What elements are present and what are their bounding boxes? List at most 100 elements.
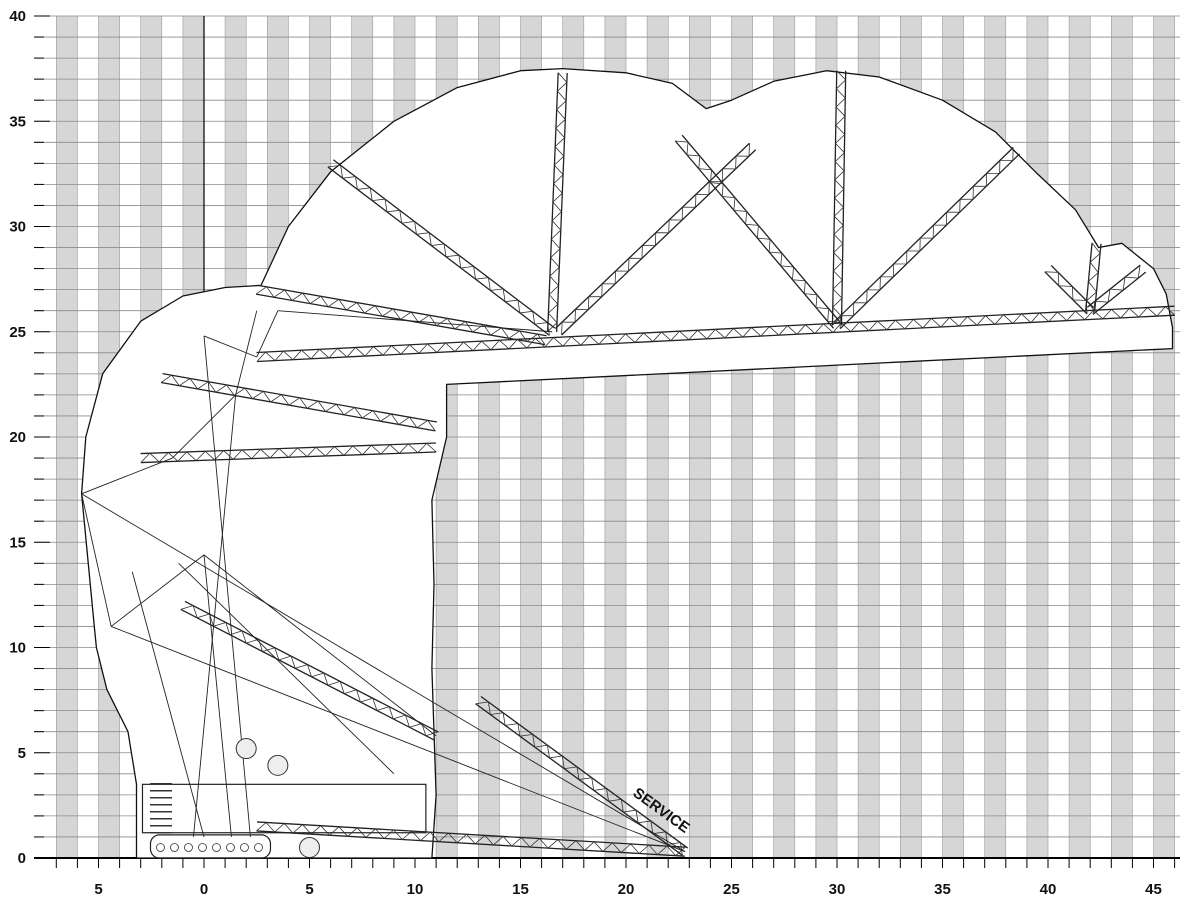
track-roller <box>156 843 165 852</box>
boom-chord <box>327 166 550 336</box>
crawler-track <box>149 834 272 859</box>
boom-chord <box>561 149 757 336</box>
x-tick-label: 25 <box>723 881 740 898</box>
boom-section <box>547 72 568 332</box>
boom-chord <box>839 153 1020 330</box>
y-tick-label: 5 <box>18 745 26 762</box>
boom-lacing <box>327 164 550 336</box>
boom-chord <box>256 314 1175 363</box>
x-tick-label: 5 <box>94 881 102 898</box>
guy-ropes <box>81 310 686 853</box>
superstructure <box>141 783 427 834</box>
boom-chord <box>184 600 439 733</box>
track-roller <box>226 843 235 852</box>
boom-section <box>674 134 841 329</box>
boom-lacing <box>561 143 750 336</box>
boom-lacing <box>1086 242 1101 312</box>
boom-lacing <box>675 140 841 323</box>
boom-chord <box>1085 242 1093 311</box>
x-tick-label: 30 <box>829 881 846 898</box>
guy-rope <box>203 554 232 837</box>
x-tick-label: 10 <box>407 881 424 898</box>
tick-labels: 5 0 5 10 15 20 25 30 35 40 45 0 5 10 15 20 25 30 35 40 <box>9 8 1162 898</box>
range-envelope-outline <box>80 67 1174 859</box>
x-tick-label: 5 <box>305 881 313 898</box>
boom-chord <box>1044 271 1088 315</box>
boom-lacing <box>256 821 686 857</box>
x-tick-label: 45 <box>1145 881 1162 898</box>
boom-lacing <box>256 306 1176 362</box>
guy-rope <box>203 335 257 358</box>
guy-rope <box>110 626 686 853</box>
guy-rope <box>193 394 237 837</box>
boom-lacing <box>255 286 546 345</box>
x-tick-label: 15 <box>512 881 529 898</box>
y-tick-label: 25 <box>9 324 26 341</box>
boom-chord <box>1092 271 1147 315</box>
boom-chord <box>140 442 436 455</box>
x-tick-label: 20 <box>618 881 635 898</box>
boom-lacing <box>475 701 683 856</box>
boom-chord <box>554 142 750 329</box>
crawler-base <box>141 738 427 859</box>
x-tick-label: 40 <box>1040 881 1057 898</box>
track-roller <box>212 843 221 852</box>
y-tick-label: 0 <box>18 850 26 867</box>
track-roller <box>198 843 207 852</box>
boom-chord <box>180 608 435 741</box>
boom-chord <box>480 695 689 849</box>
guy-rope <box>110 554 205 627</box>
boom-chord <box>160 381 436 432</box>
boom-chord <box>256 821 686 848</box>
boom-section <box>327 159 556 336</box>
x-tick-label: 35 <box>934 881 951 898</box>
y-tick-label: 20 <box>9 429 26 446</box>
track-roller <box>170 843 179 852</box>
boom-chord <box>840 70 847 326</box>
boom-lattice-sections <box>140 70 1176 857</box>
y-tick-label: 40 <box>9 8 26 25</box>
guy-rope <box>172 394 236 459</box>
boom-chord <box>681 134 841 323</box>
boom-chord <box>555 72 568 332</box>
boom-lacing <box>832 70 847 326</box>
boom-chord <box>833 147 1014 323</box>
boom-section <box>256 821 686 857</box>
y-tick-label: 35 <box>9 113 26 130</box>
working-range-envelope <box>80 67 1174 859</box>
guy-rope <box>81 493 112 627</box>
boom-chord <box>1086 264 1141 308</box>
boom-lacing <box>180 605 439 737</box>
guy-rope <box>277 310 553 333</box>
track-roller <box>254 843 263 852</box>
boom-section <box>1086 264 1147 315</box>
boom-chord <box>674 140 835 329</box>
boom-lacing <box>1092 265 1141 315</box>
guy-rope <box>81 457 173 495</box>
boom-section <box>256 305 1176 363</box>
boom-section <box>554 142 757 336</box>
winch-drum <box>299 836 320 858</box>
boom-lacing <box>140 442 437 463</box>
y-tick-label: 30 <box>9 219 26 236</box>
boom-section <box>833 147 1020 330</box>
winch-drum <box>235 738 257 760</box>
boom-lacing <box>839 147 1014 329</box>
y-tick-label: 10 <box>9 640 26 657</box>
track-roller <box>240 843 249 852</box>
boom-lacing <box>547 72 568 332</box>
guy-rope <box>256 310 279 358</box>
y-tick-label: 15 <box>9 534 26 551</box>
guy-rope <box>81 493 686 853</box>
boom-section <box>180 600 439 741</box>
boom-section <box>140 442 437 464</box>
winch-drum <box>267 754 289 776</box>
track-roller <box>184 843 193 852</box>
guy-rope <box>131 571 205 838</box>
x-tick-label: 0 <box>200 881 208 898</box>
guy-rope <box>178 562 395 775</box>
boom-section <box>831 70 847 326</box>
guy-rope <box>203 554 437 737</box>
boom-chord <box>256 830 685 857</box>
